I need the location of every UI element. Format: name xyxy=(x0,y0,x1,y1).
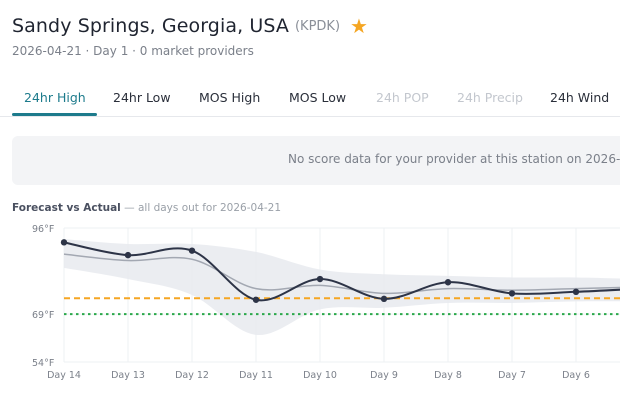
y-axis-labels: 96°F 69°F 54°F xyxy=(32,224,54,369)
chart-title: Forecast vs Actual — all days out for 20… xyxy=(12,202,281,214)
tab-24h-precip: 24h Precip xyxy=(457,90,523,105)
chart-title-strong: Forecast vs Actual xyxy=(12,202,121,214)
x-tick-label: Day 13 xyxy=(111,370,145,381)
tab-mos-low[interactable]: MOS Low xyxy=(289,90,347,105)
tab-24hr-high[interactable]: 24hr High xyxy=(24,90,86,105)
x-tick-label: Day 11 xyxy=(239,370,273,381)
data-point xyxy=(572,288,580,296)
data-point xyxy=(444,279,452,286)
score-notice: No score data for your provider at this … xyxy=(12,136,620,185)
station-header: Sandy Springs, Georgia, USA (KPDK) ★ 202… xyxy=(12,12,368,58)
x-tick-label: Day 7 xyxy=(498,370,526,381)
data-point xyxy=(60,239,68,246)
metric-tabs: 24hr High 24hr Low MOS High MOS Low 24h … xyxy=(0,82,620,117)
station-subtitle: 2026-04-21 · Day 1 · 0 market providers xyxy=(12,44,254,58)
x-tick-label: Day 6 xyxy=(562,370,590,381)
tab-24h-pop: 24h POP xyxy=(376,90,429,105)
chart-title-muted: — all days out for 2026-04-21 xyxy=(124,202,282,214)
data-point xyxy=(188,247,196,254)
x-tick-label: Day 9 xyxy=(370,370,398,381)
y-tick-label: 96°F xyxy=(32,224,54,235)
x-tick-label: Day 10 xyxy=(303,370,337,381)
data-point xyxy=(316,275,324,283)
location-title: Sandy Springs, Georgia, USA xyxy=(12,15,289,37)
x-tick-label: Day 12 xyxy=(175,370,209,381)
title-row: Sandy Springs, Georgia, USA (KPDK) ★ xyxy=(12,12,368,40)
station-code: (KPDK) xyxy=(294,18,341,34)
data-point xyxy=(252,296,260,303)
series-line-provider xyxy=(63,241,620,302)
y-tick-label: 54°F xyxy=(32,358,54,369)
y-tick-label: 69°F xyxy=(32,310,54,321)
tab-mos-high[interactable]: MOS High xyxy=(199,90,261,105)
tab-24h-wind[interactable]: 24h Wind xyxy=(550,90,610,105)
x-tick-label: Day 8 xyxy=(434,370,462,381)
notice-text: No score data for your provider at this … xyxy=(288,152,620,166)
x-axis-labels: Day 14 Day 13 Day 12 Day 11 Day 10 Day 9… xyxy=(47,370,590,381)
chart-series xyxy=(60,239,620,303)
star-icon[interactable]: ★ xyxy=(350,14,368,38)
tab-24hr-low[interactable]: 24hr Low xyxy=(113,90,171,105)
data-point xyxy=(508,290,516,297)
data-point xyxy=(380,295,388,303)
reference-lines xyxy=(64,297,620,316)
active-tab-indicator xyxy=(12,113,97,116)
x-tick-label: Day 14 xyxy=(47,370,81,381)
data-point xyxy=(124,251,132,259)
